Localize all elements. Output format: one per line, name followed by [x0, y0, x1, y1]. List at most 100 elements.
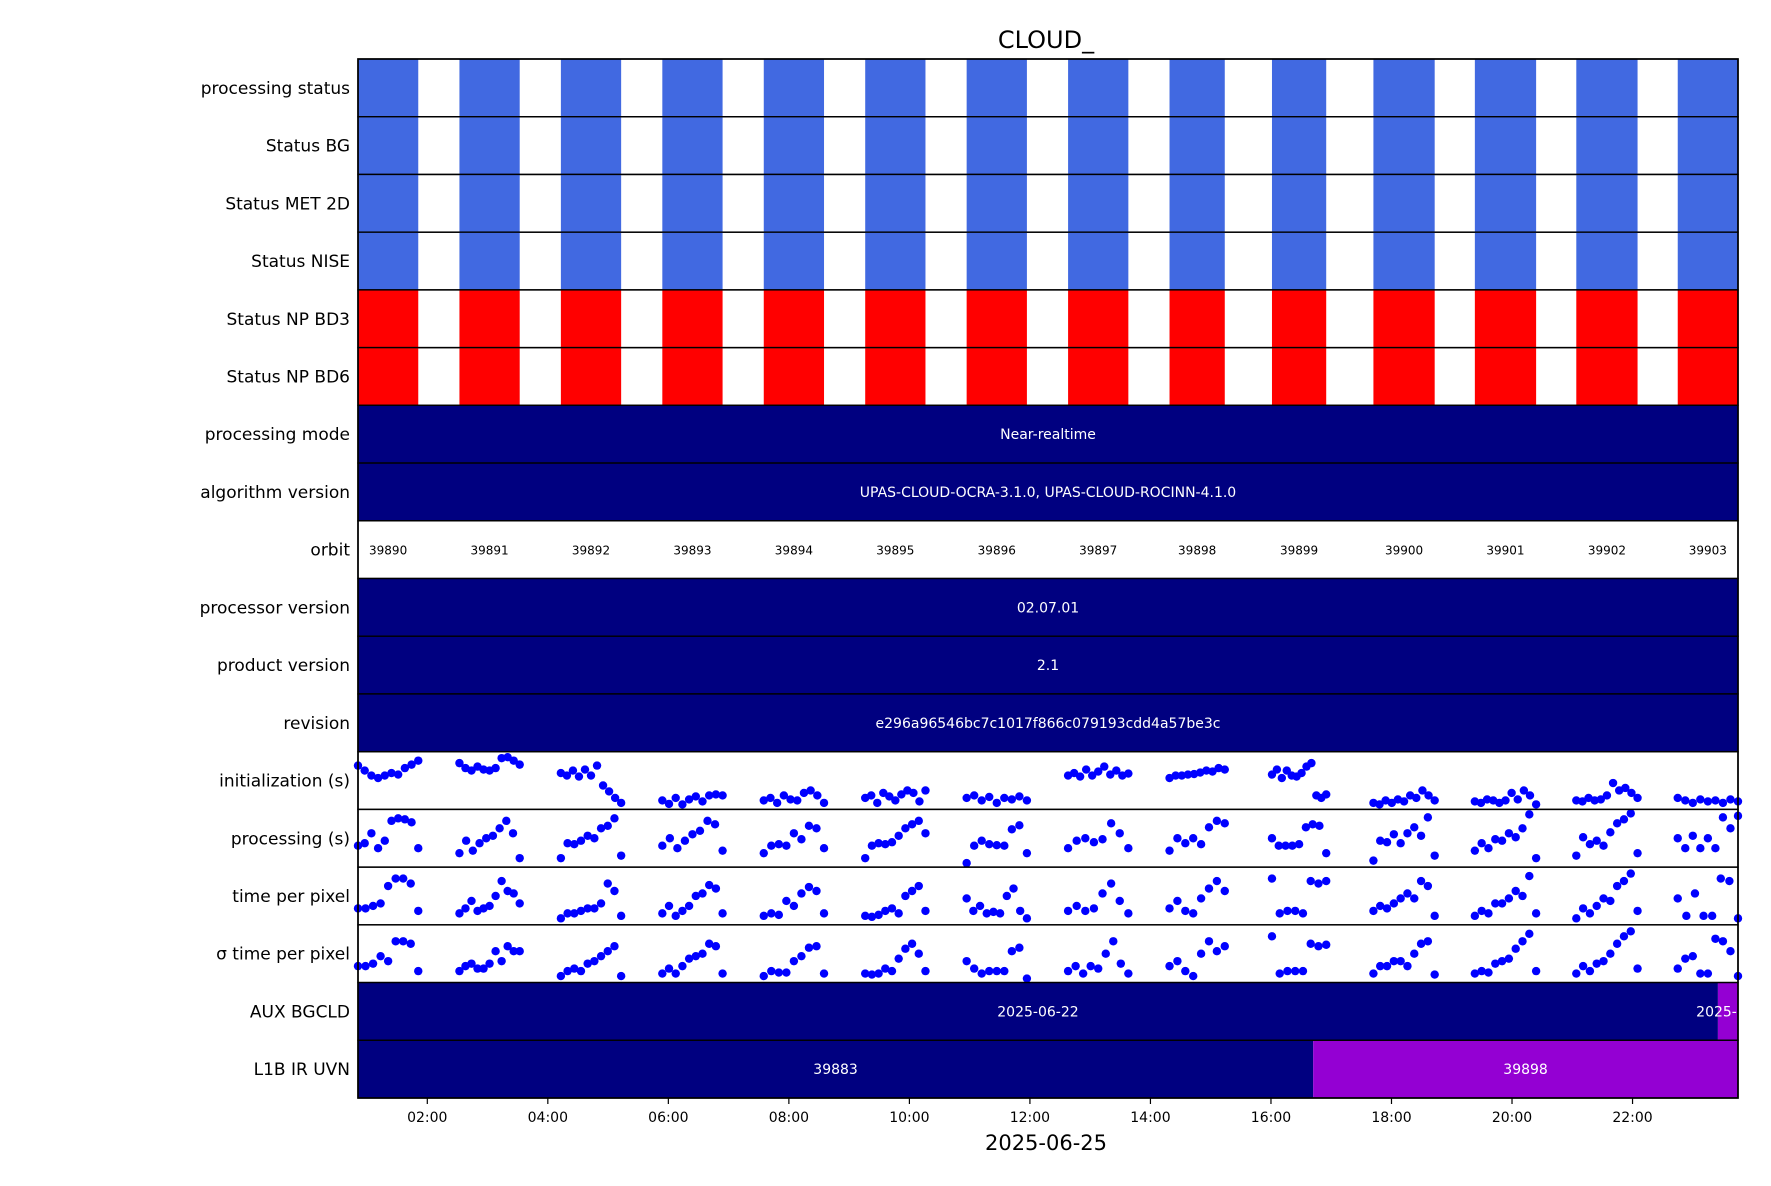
scatter-point	[1204, 884, 1214, 893]
scatter-point	[1291, 906, 1300, 916]
scatter-point	[894, 909, 903, 918]
status-bar	[662, 289, 723, 348]
scatter-point	[604, 787, 614, 796]
scatter-point	[1688, 951, 1698, 961]
scatter-point	[1399, 797, 1409, 806]
scatter-point	[367, 829, 376, 838]
x-tick-label: 08:00	[769, 1110, 809, 1126]
scatter-point	[603, 879, 612, 888]
scatter-point	[658, 841, 667, 850]
scatter-point	[1572, 851, 1581, 860]
scatter-point	[774, 840, 784, 849]
scatter-point	[793, 796, 802, 805]
scatter-point	[1718, 798, 1728, 808]
status-bar	[1169, 174, 1225, 233]
scatter-point	[806, 786, 815, 795]
scatter-point	[813, 791, 822, 800]
scatter-point	[867, 841, 877, 850]
scatter-point	[1633, 793, 1642, 803]
row-status-np-bd6: Status NP BD6	[226, 346, 1739, 407]
scatter-point	[1518, 824, 1527, 833]
scatter-point	[1165, 846, 1174, 855]
scatter-point	[1430, 911, 1439, 921]
span-label: 2.1	[1037, 658, 1059, 674]
scatter-point	[361, 961, 370, 971]
scatter-point	[1098, 835, 1107, 844]
x-tick-label: 12:00	[1010, 1110, 1050, 1126]
scatter-point	[1116, 959, 1126, 968]
row-label: product version	[217, 656, 350, 676]
status-bar	[560, 174, 622, 233]
scatter-point	[368, 901, 378, 911]
scatter-point	[1115, 896, 1124, 906]
status-bar	[1576, 116, 1638, 175]
scatter-point	[467, 959, 476, 968]
scatter-point	[400, 815, 410, 824]
row-aux-bgcld: AUX BGCLD 2025-06-22 2025-06-	[250, 981, 1760, 1041]
scatter-point	[992, 966, 1001, 976]
scatter-point	[1000, 793, 1009, 803]
scatter-point	[1608, 778, 1618, 788]
scatter-point	[774, 968, 784, 977]
scatter-point	[995, 909, 1005, 918]
span-label: 39898	[1503, 1062, 1548, 1078]
status-bar	[358, 116, 419, 175]
scatter-point	[598, 781, 608, 790]
scatter-point	[1682, 911, 1691, 921]
scatter-point	[985, 792, 994, 802]
scatter-point	[671, 911, 680, 921]
scatter-point	[881, 906, 890, 916]
scatter-point	[789, 901, 799, 911]
scatter-point	[1497, 956, 1507, 966]
scatter-point	[1696, 969, 1705, 978]
scatter-point	[1389, 956, 1399, 966]
scatter-point	[1183, 770, 1193, 779]
scatter-point	[1423, 937, 1433, 946]
scatter-point	[901, 944, 910, 953]
scatter-point	[455, 966, 464, 976]
scatter-point	[1322, 940, 1331, 949]
scatter-point	[1673, 834, 1682, 843]
scatter-point	[1412, 793, 1421, 803]
scatter-point	[468, 846, 478, 855]
scatter-point	[1688, 798, 1698, 808]
status-bar	[1068, 59, 1129, 117]
scatter-point	[982, 909, 991, 918]
status-bar	[358, 232, 419, 290]
scatter-point	[1322, 876, 1331, 886]
scatter-point	[376, 951, 385, 961]
scatter-point	[1711, 843, 1720, 853]
scatter-point	[873, 798, 882, 808]
status-bar	[1576, 59, 1638, 117]
status-bar	[459, 232, 520, 290]
status-bar	[560, 116, 622, 175]
status-bar	[1068, 347, 1129, 406]
scatter-point	[1525, 871, 1534, 881]
scatter-point	[1477, 906, 1486, 916]
scatter-point	[1063, 906, 1073, 916]
scatter-point	[1288, 841, 1297, 850]
scatter-point	[1470, 969, 1480, 978]
scatter-point	[414, 906, 423, 916]
scatter-point	[1016, 906, 1025, 916]
scatter-point	[1592, 836, 1601, 845]
scatter-point	[1497, 836, 1507, 845]
scatter-point	[373, 773, 383, 783]
scatter-point	[590, 904, 599, 913]
orbit-label: 39898	[1178, 544, 1216, 558]
status-bar	[1068, 289, 1129, 348]
status-bar	[1576, 347, 1638, 406]
scatter-point	[563, 909, 572, 918]
scatter-point	[962, 894, 971, 903]
scatter-point	[1703, 834, 1713, 843]
x-tick-label: 14:00	[1130, 1110, 1170, 1126]
plot-frame	[357, 58, 1739, 1099]
status-bar	[459, 174, 520, 233]
status-bar	[1169, 59, 1225, 117]
scatter-point	[887, 904, 897, 913]
scatter-point	[570, 840, 579, 849]
scatter-point	[1619, 876, 1629, 886]
status-bar	[763, 347, 825, 406]
scatter-point	[985, 966, 994, 976]
scatter-point	[570, 909, 579, 918]
